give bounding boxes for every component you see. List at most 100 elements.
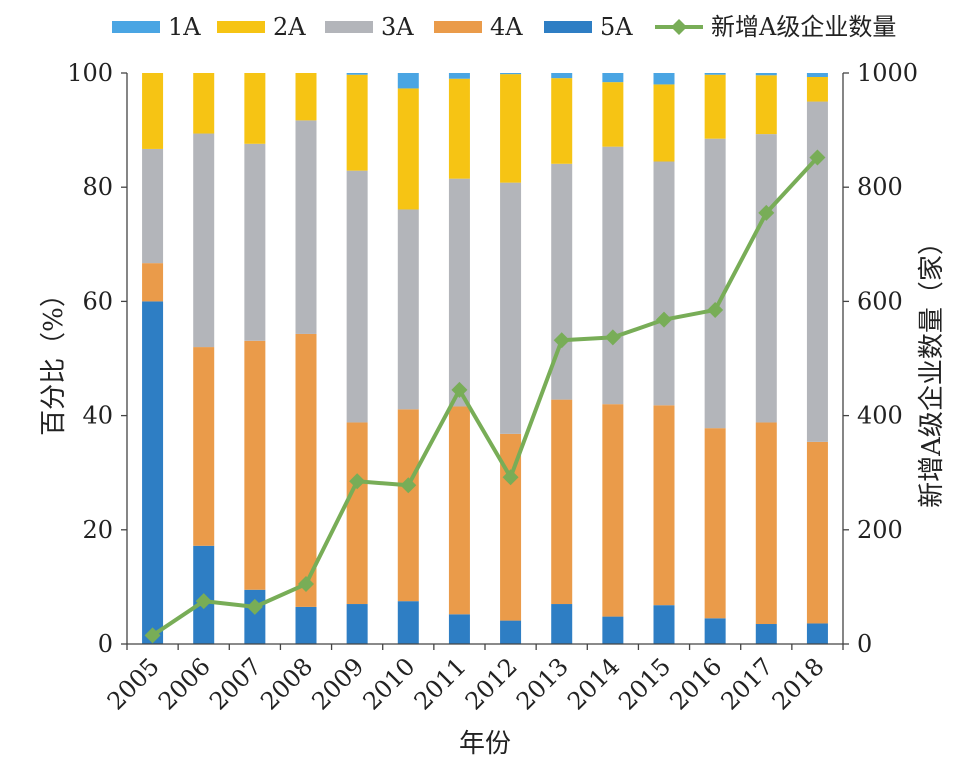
y-tick-label: 100 xyxy=(67,59,113,87)
bar-4a-2009 xyxy=(346,422,368,605)
bar-2a-2014 xyxy=(602,82,624,147)
line-point-2014 xyxy=(604,329,621,346)
bar-3a-2015 xyxy=(653,161,675,406)
y2-axis-title: 新增A级企业数量（家） xyxy=(917,229,947,508)
bar-5a-2009 xyxy=(346,604,368,644)
bar-1a-2011 xyxy=(448,73,470,79)
y-tick-label: 80 xyxy=(82,173,113,201)
bar-5a-2008 xyxy=(295,606,317,644)
bar-2a-2017 xyxy=(755,75,777,135)
bar-2a-2011 xyxy=(448,78,470,179)
line-point-2005 xyxy=(144,627,161,644)
bar-4a-2014 xyxy=(602,404,624,617)
bar-2a-2008 xyxy=(295,73,317,121)
line-point-2012 xyxy=(502,469,519,486)
x-tick-label: 2008 xyxy=(255,652,318,715)
x-tick-label: 2009 xyxy=(306,652,369,715)
legend-label-2a: 2A xyxy=(273,13,306,41)
bar-2a-2013 xyxy=(551,78,573,164)
legend-swatch-3a xyxy=(325,21,373,33)
bar-4a-2007 xyxy=(244,340,266,590)
x-tick-label: 2012 xyxy=(460,652,523,715)
y-tick-label: 60 xyxy=(82,287,113,315)
bar-1a-2014 xyxy=(602,73,624,83)
bar-5a-2014 xyxy=(602,616,624,644)
y-tick-label: 0 xyxy=(98,630,113,658)
bar-4a-2005 xyxy=(142,263,164,302)
line-point-2008 xyxy=(298,576,314,593)
bar-5a-2005 xyxy=(142,301,164,644)
x-tick-label: 2015 xyxy=(613,652,676,715)
bar-2a-2015 xyxy=(653,84,675,162)
bar-1a-2009 xyxy=(346,73,368,75)
bar-1a-2010 xyxy=(397,73,419,89)
y2-tick-label: 0 xyxy=(857,630,872,658)
bar-2a-2005 xyxy=(142,73,164,149)
bar-3a-2005 xyxy=(142,148,164,264)
legend-label-line: 新增A级企业数量 xyxy=(711,13,896,41)
bar-3a-2016 xyxy=(704,138,726,429)
bar-3a-2008 xyxy=(295,120,317,334)
y2-tick-label: 200 xyxy=(857,516,903,544)
line-point-2011 xyxy=(451,381,468,398)
legend: 1A 2A 3A 4A 5A 新增A级企业数量 xyxy=(112,13,896,41)
line-point-2009 xyxy=(349,473,366,490)
x-tick-label: 2016 xyxy=(664,652,727,715)
bar-4a-2013 xyxy=(551,399,573,605)
bar-5a-2015 xyxy=(653,605,675,644)
line-point-2006 xyxy=(195,593,212,610)
bar-1a-2017 xyxy=(755,73,777,76)
bar-1a-2018 xyxy=(806,73,828,77)
y2-tick-label: 1000 xyxy=(857,59,918,87)
bar-3a-2017 xyxy=(755,134,777,423)
bar-2a-2010 xyxy=(397,88,419,210)
bar-2a-2016 xyxy=(704,74,726,139)
line-point-2016 xyxy=(707,301,724,318)
x-tick-label: 2006 xyxy=(153,652,216,715)
legend-label-4a: 4A xyxy=(490,13,523,41)
bar-3a-2009 xyxy=(346,170,368,423)
legend-label-5a: 5A xyxy=(600,13,633,41)
bar-2a-2012 xyxy=(500,74,522,183)
axes xyxy=(121,72,849,650)
bar-4a-2016 xyxy=(704,428,726,619)
bar-2a-2007 xyxy=(244,73,266,144)
y2-tick-label: 800 xyxy=(857,173,903,201)
bar-5a-2010 xyxy=(397,601,419,644)
bar-1a-2012 xyxy=(500,73,522,75)
legend-swatch-marker xyxy=(671,19,687,35)
bar-3a-2007 xyxy=(244,143,266,341)
bar-3a-2011 xyxy=(448,178,470,407)
bar-3a-2010 xyxy=(397,209,419,410)
bar-4a-2012 xyxy=(500,433,522,621)
line-point-2018 xyxy=(809,149,826,166)
bar-5a-2017 xyxy=(755,624,777,644)
bar-4a-2015 xyxy=(653,405,675,606)
bar-4a-2010 xyxy=(397,409,419,602)
x-tick-label: 2011 xyxy=(409,652,472,715)
legend-swatch-2a xyxy=(217,21,265,33)
bar-2a-2018 xyxy=(806,77,828,102)
bar-1a-2015 xyxy=(653,73,675,85)
x-tick-label: 2018 xyxy=(767,652,830,715)
y2-tick-label: 600 xyxy=(857,287,903,315)
bar-3a-2014 xyxy=(602,146,624,405)
legend-label-3a: 3A xyxy=(381,13,414,41)
bar-3a-2006 xyxy=(193,133,215,348)
bar-4a-2008 xyxy=(295,333,317,607)
y-tick-label: 20 xyxy=(82,516,113,544)
bar-4a-2017 xyxy=(755,422,777,625)
x-tick-label: 2017 xyxy=(716,652,779,715)
legend-label-1a: 1A xyxy=(168,13,201,41)
y2-tick-label: 400 xyxy=(857,402,903,430)
bar-5a-2016 xyxy=(704,618,726,644)
x-tick-label: 2005 xyxy=(102,652,165,715)
bar-3a-2018 xyxy=(806,101,828,442)
line-layer xyxy=(144,149,826,644)
line-point-2007 xyxy=(246,598,263,615)
bars xyxy=(142,73,828,644)
bar-5a-2012 xyxy=(500,620,522,644)
bar-4a-2018 xyxy=(806,441,828,624)
y-tick-label: 40 xyxy=(82,402,113,430)
x-tick-label: 2013 xyxy=(511,652,574,715)
